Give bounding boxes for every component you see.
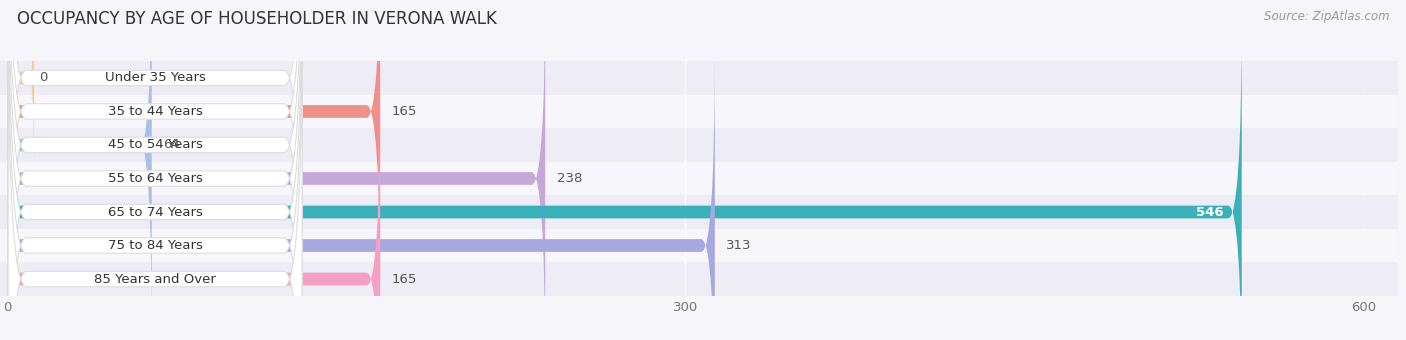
FancyBboxPatch shape [8,0,302,340]
FancyBboxPatch shape [0,128,1398,162]
Text: 35 to 44 Years: 35 to 44 Years [108,105,202,118]
Text: 165: 165 [391,105,416,118]
FancyBboxPatch shape [8,0,302,340]
Text: 313: 313 [725,239,752,252]
Text: Under 35 Years: Under 35 Years [104,71,205,84]
FancyBboxPatch shape [0,162,1398,195]
FancyBboxPatch shape [8,0,302,340]
FancyBboxPatch shape [0,262,1398,296]
FancyBboxPatch shape [8,19,302,340]
FancyBboxPatch shape [0,95,1398,128]
Text: 85 Years and Over: 85 Years and Over [94,273,217,286]
FancyBboxPatch shape [7,0,34,172]
Text: 65 to 74 Years: 65 to 74 Years [108,205,202,219]
FancyBboxPatch shape [8,0,302,338]
FancyBboxPatch shape [0,229,1398,262]
FancyBboxPatch shape [0,195,1398,229]
Text: 165: 165 [391,273,416,286]
Text: 546: 546 [1197,205,1223,219]
FancyBboxPatch shape [7,17,1241,340]
Text: 238: 238 [557,172,582,185]
FancyBboxPatch shape [7,51,714,340]
Text: OCCUPANCY BY AGE OF HOUSEHOLDER IN VERONA WALK: OCCUPANCY BY AGE OF HOUSEHOLDER IN VERON… [17,10,496,28]
FancyBboxPatch shape [8,0,302,340]
FancyBboxPatch shape [7,0,546,340]
Text: 64: 64 [163,138,180,152]
Text: 0: 0 [39,71,46,84]
Text: 55 to 64 Years: 55 to 64 Years [108,172,202,185]
FancyBboxPatch shape [8,0,302,340]
FancyBboxPatch shape [0,61,1398,95]
FancyBboxPatch shape [7,0,152,340]
FancyBboxPatch shape [7,0,380,306]
FancyBboxPatch shape [7,84,380,340]
Text: 75 to 84 Years: 75 to 84 Years [108,239,202,252]
Text: Source: ZipAtlas.com: Source: ZipAtlas.com [1264,10,1389,23]
Text: 45 to 54 Years: 45 to 54 Years [108,138,202,152]
